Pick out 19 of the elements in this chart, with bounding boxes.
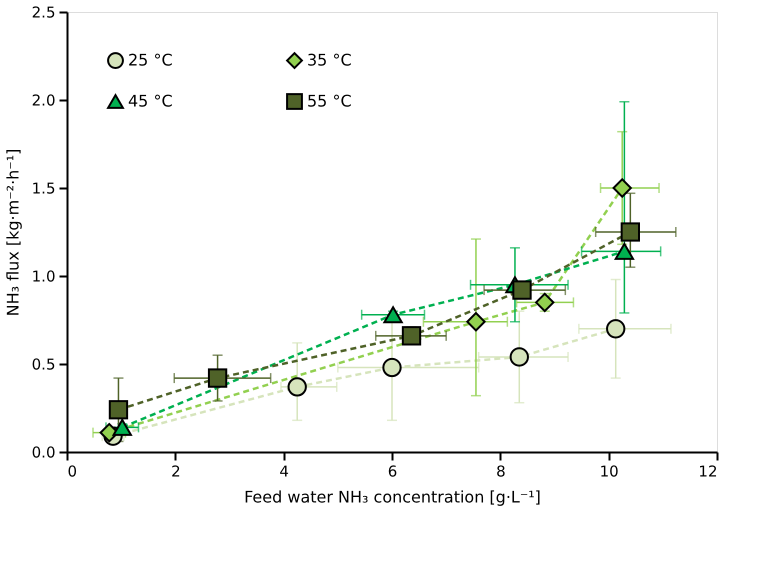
y-tick-label: 1.0 — [32, 268, 56, 286]
x-tick-label: 6 — [388, 462, 398, 480]
x-tick-label: 12 — [698, 462, 718, 480]
legend-label: 55 °C — [307, 92, 352, 110]
x-tick-label: 0 — [68, 462, 78, 480]
x-tick-label: 10 — [600, 462, 619, 480]
legend-label: 45 °C — [128, 92, 173, 110]
y-tick-label: 0.0 — [32, 444, 56, 462]
y-axis-title: NH₃ flux [kg·m⁻²·h⁻¹] — [4, 148, 23, 316]
y-tick-label: 1.5 — [32, 180, 56, 198]
x-tick-label: 8 — [496, 462, 506, 480]
legend-label: 25 °C — [128, 50, 173, 70]
x-tick-label: 2 — [171, 462, 181, 480]
x-axis-title: Feed water NH₃ concentration [g·L⁻¹] — [244, 488, 541, 506]
y-tick-label: 0.5 — [32, 356, 56, 374]
x-tick-label: 4 — [279, 462, 289, 480]
y-tick-label: 2.0 — [32, 92, 56, 110]
y-tick-label: 2.5 — [32, 4, 56, 22]
legend-label: 35 °C — [307, 50, 352, 70]
